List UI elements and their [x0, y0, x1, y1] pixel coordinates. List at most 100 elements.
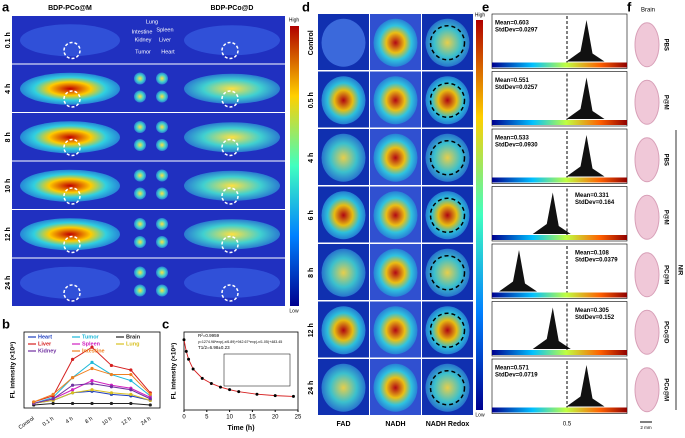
point — [109, 401, 114, 406]
stat-std: StdDev=0.0719 — [495, 373, 538, 379]
row-label: 0.1 h — [5, 32, 12, 48]
inset — [223, 353, 291, 387]
organ-label: Liver — [159, 37, 171, 43]
brain — [634, 79, 660, 125]
histogram — [566, 20, 605, 62]
legend-label: Spleen — [82, 341, 101, 347]
organ — [156, 139, 168, 151]
colorbar-label: High — [289, 17, 300, 23]
organ — [134, 121, 146, 133]
column-label: NADH — [385, 421, 405, 428]
histogram-box — [491, 358, 628, 414]
organ-label: Kidney — [135, 37, 152, 43]
point — [90, 366, 94, 371]
point — [291, 394, 295, 398]
mouse — [20, 218, 120, 251]
section — [321, 306, 366, 355]
stat-std: StdDev=0.164 — [575, 200, 615, 206]
mouse — [184, 73, 280, 104]
colorbar-label: Low — [289, 308, 299, 314]
organ — [134, 218, 146, 230]
x-tick-label: 0 — [182, 415, 186, 421]
roi-marker — [429, 312, 466, 348]
row-label: 12 h — [308, 323, 315, 337]
organ — [134, 284, 146, 297]
organ — [134, 72, 146, 85]
x-tick-label: 5 — [205, 415, 209, 421]
histogram-box — [491, 13, 628, 69]
stat-std: StdDev=0.0930 — [495, 143, 538, 149]
point — [32, 400, 36, 404]
group-label: NIR — [676, 265, 682, 276]
row-label: PC@M — [662, 265, 668, 284]
point — [109, 385, 114, 389]
x-tick-label: 8 h — [84, 416, 94, 425]
point — [70, 391, 75, 395]
panel-label: f — [627, 0, 632, 14]
point — [200, 376, 204, 380]
scale-bar-label: 2 mm — [640, 425, 652, 430]
column-title: Brain — [641, 8, 655, 14]
point — [129, 401, 133, 406]
column-label: FAD — [337, 421, 351, 428]
annotation: T1/2=6.98±0.23 — [198, 345, 230, 350]
stat-std: StdDev=0.0257 — [495, 85, 538, 91]
brain — [634, 194, 660, 240]
stat-mean: Mean=0.603 — [495, 21, 530, 27]
row-label: PBS — [662, 154, 668, 166]
colorbar-label: Low — [475, 412, 485, 418]
point — [109, 391, 114, 395]
point — [129, 368, 133, 372]
organ — [156, 72, 168, 85]
tumor-marker — [63, 41, 81, 60]
organ — [134, 266, 146, 279]
color-strip — [492, 120, 627, 125]
group-title: BDP-PCo@M — [48, 5, 92, 12]
tumor-marker — [221, 187, 239, 205]
annotation: R²=0.9959 — [198, 333, 220, 338]
point — [70, 388, 75, 392]
roi-marker — [429, 25, 466, 61]
point — [70, 376, 75, 380]
x-tick-label: 4 h — [65, 416, 75, 425]
point — [51, 401, 55, 406]
section — [373, 18, 418, 67]
tumor-marker — [221, 284, 239, 302]
x-tick-label: 12 h — [121, 416, 133, 427]
histogram-box — [491, 128, 628, 184]
organ-label: Tumor — [135, 49, 151, 55]
section — [373, 306, 418, 355]
legend-label: Heart — [38, 334, 52, 340]
roi-marker — [429, 197, 466, 233]
organ — [134, 90, 146, 103]
row-label: P@M — [662, 210, 668, 225]
mouse — [184, 267, 280, 298]
section — [373, 133, 418, 182]
panel-label: c — [162, 316, 169, 331]
point — [228, 388, 232, 392]
roi-marker — [429, 370, 466, 406]
brain — [634, 137, 660, 183]
point — [184, 349, 188, 353]
point — [70, 357, 75, 361]
point — [187, 357, 191, 361]
mouse — [184, 170, 280, 201]
point — [148, 392, 152, 396]
tumor-marker — [63, 90, 81, 108]
legend-label: Lung — [126, 341, 139, 347]
row-label: 8 h — [308, 268, 315, 278]
legend-label: Kidney — [38, 348, 57, 354]
histogram — [499, 250, 537, 292]
tumor-marker — [63, 235, 81, 254]
point — [191, 367, 195, 371]
histogram-box — [491, 71, 628, 127]
row-label: 24 h — [5, 276, 12, 290]
stat-mean: Mean=0.108 — [575, 251, 610, 257]
axis-label: 0.5 — [563, 422, 572, 428]
color-strip — [492, 407, 627, 413]
color-strip — [492, 235, 627, 240]
row-label: 12 h — [5, 227, 12, 241]
organ — [156, 236, 168, 248]
organ — [156, 284, 168, 297]
